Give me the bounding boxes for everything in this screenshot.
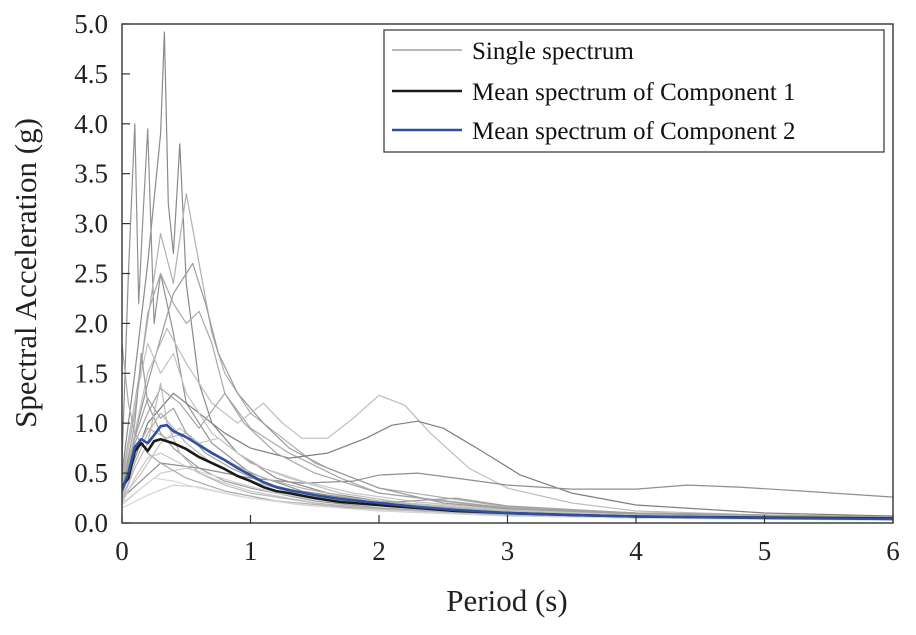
x-tick-label: 3 xyxy=(501,536,515,566)
series-line-single-10 xyxy=(122,342,893,519)
mean-layer xyxy=(122,423,893,521)
y-tick-label: 0.5 xyxy=(74,458,108,488)
x-tick-label: 2 xyxy=(372,536,386,566)
x-axis-title: Period (s) xyxy=(446,583,567,618)
y-tick-label: 0.0 xyxy=(74,508,108,538)
series-line-single-5 xyxy=(122,272,893,519)
legend: Single spectrum Mean spectrum of Compone… xyxy=(383,29,885,153)
series-line-single-4 xyxy=(122,193,893,518)
series-line-single-3 xyxy=(122,123,893,520)
y-tick-label: 2.5 xyxy=(74,259,108,289)
series-line-single-16 xyxy=(122,427,893,519)
y-tick-label: 1.0 xyxy=(74,408,108,438)
series-line-single-9 xyxy=(122,462,893,499)
series-line-single-8 xyxy=(122,392,893,517)
y-tick-label: 4.5 xyxy=(74,59,108,89)
y-tick-label: 3.0 xyxy=(74,209,108,239)
y-tick-label: 5.0 xyxy=(74,9,108,39)
x-tick-label: 0 xyxy=(115,536,129,566)
legend-box xyxy=(383,29,885,153)
y-axis-ticks: 0.0 0.5 1.0 1.5 2.0 2.5 3.0 3.5 4.0 4.5 5.0 xyxy=(74,9,130,538)
x-axis-ticks: 0 1 2 3 4 5 6 xyxy=(115,515,900,566)
y-axis-title: Spectral Acceleration (g) xyxy=(8,118,43,428)
x-tick-label: 4 xyxy=(629,536,643,566)
series-line-mean-component-2 xyxy=(122,423,893,521)
x-tick-label: 5 xyxy=(758,536,772,566)
series-line-single-6 xyxy=(122,262,893,519)
y-tick-label: 2.0 xyxy=(74,308,108,338)
legend-label-mean-component-2: Mean spectrum of Component 2 xyxy=(472,118,796,145)
series-line-single-21 xyxy=(122,397,893,518)
y-tick-label: 1.5 xyxy=(74,358,108,388)
legend-label-single-spectrum: Single spectrum xyxy=(472,38,634,65)
legend-label-mean-component-1: Mean spectrum of Component 1 xyxy=(472,79,796,106)
series-line-single-7 xyxy=(122,327,893,518)
series-line-single-18 xyxy=(122,342,893,520)
x-tick-label: 1 xyxy=(244,536,258,566)
x-tick-label: 6 xyxy=(886,536,900,566)
series-line-single-22 xyxy=(122,382,893,520)
y-tick-label: 3.5 xyxy=(74,159,108,189)
y-tick-label: 4.0 xyxy=(74,109,108,139)
series-line-single-19 xyxy=(122,427,893,519)
